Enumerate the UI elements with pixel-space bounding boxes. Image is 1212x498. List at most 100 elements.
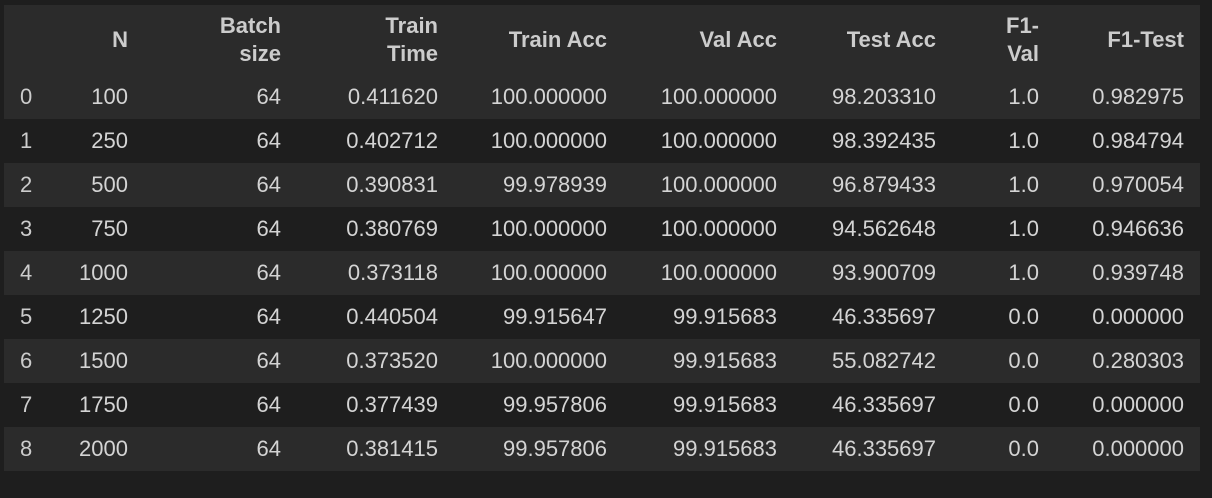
cell-val-acc: 99.915683 [623,339,793,383]
column-header-n: N [60,5,144,75]
cell-f1-val: 1.0 [952,119,1055,163]
cell-n: 500 [60,163,144,207]
cell-f1-val: 1.0 [952,163,1055,207]
row-index: 5 [4,295,60,339]
cell-f1-val: 0.0 [952,295,1055,339]
row-index: 6 [4,339,60,383]
cell-test-acc: 93.900709 [793,251,952,295]
table-row: 1 250 64 0.402712 100.000000 100.000000 … [4,119,1200,163]
cell-train-acc: 99.978939 [454,163,623,207]
cell-train-acc: 99.957806 [454,427,623,471]
cell-val-acc: 100.000000 [623,75,793,119]
cell-train-time: 0.380769 [297,207,454,251]
row-index: 3 [4,207,60,251]
cell-train-time: 0.373520 [297,339,454,383]
row-index: 0 [4,75,60,119]
cell-batch-size: 64 [144,339,297,383]
cell-train-time: 0.381415 [297,427,454,471]
table-row: 8 2000 64 0.381415 99.957806 99.915683 4… [4,427,1200,471]
cell-n: 1000 [60,251,144,295]
cell-batch-size: 64 [144,119,297,163]
column-header-train-time: Train Time [297,5,454,75]
table-row: 0 100 64 0.411620 100.000000 100.000000 … [4,75,1200,119]
cell-f1-val: 1.0 [952,75,1055,119]
cell-f1-test: 0.984794 [1055,119,1200,163]
cell-f1-val: 0.0 [952,427,1055,471]
row-index: 2 [4,163,60,207]
cell-train-acc: 100.000000 [454,75,623,119]
cell-n: 1500 [60,339,144,383]
cell-train-time: 0.402712 [297,119,454,163]
table-row: 3 750 64 0.380769 100.000000 100.000000 … [4,207,1200,251]
cell-n: 2000 [60,427,144,471]
cell-val-acc: 100.000000 [623,207,793,251]
cell-test-acc: 98.392435 [793,119,952,163]
row-index: 1 [4,119,60,163]
cell-test-acc: 96.879433 [793,163,952,207]
cell-val-acc: 99.915683 [623,427,793,471]
cell-test-acc: 94.562648 [793,207,952,251]
cell-f1-test: 0.970054 [1055,163,1200,207]
cell-batch-size: 64 [144,383,297,427]
cell-train-acc: 99.957806 [454,383,623,427]
cell-train-time: 0.411620 [297,75,454,119]
cell-f1-test: 0.000000 [1055,295,1200,339]
dataframe-table: N Batch size Train Time Train Acc Val Acc … [4,5,1200,471]
table-row: 6 1500 64 0.373520 100.000000 99.915683 … [4,339,1200,383]
column-header-f1-test: F1-Test [1055,5,1200,75]
cell-batch-size: 64 [144,427,297,471]
cell-val-acc: 100.000000 [623,119,793,163]
table-body: 0 100 64 0.411620 100.000000 100.000000 … [4,75,1200,471]
cell-train-acc: 99.915647 [454,295,623,339]
cell-batch-size: 64 [144,295,297,339]
cell-val-acc: 99.915683 [623,295,793,339]
cell-train-acc: 100.000000 [454,207,623,251]
cell-val-acc: 100.000000 [623,163,793,207]
cell-f1-test: 0.280303 [1055,339,1200,383]
table-row: 5 1250 64 0.440504 99.915647 99.915683 4… [4,295,1200,339]
cell-val-acc: 100.000000 [623,251,793,295]
cell-f1-test: 0.939748 [1055,251,1200,295]
cell-test-acc: 55.082742 [793,339,952,383]
cell-f1-val: 0.0 [952,383,1055,427]
cell-train-acc: 100.000000 [454,251,623,295]
cell-n: 250 [60,119,144,163]
table-row: 4 1000 64 0.373118 100.000000 100.000000… [4,251,1200,295]
row-index: 7 [4,383,60,427]
row-index: 8 [4,427,60,471]
cell-batch-size: 64 [144,207,297,251]
cell-test-acc: 46.335697 [793,295,952,339]
table-row: 2 500 64 0.390831 99.978939 100.000000 9… [4,163,1200,207]
cell-f1-val: 0.0 [952,339,1055,383]
cell-train-time: 0.440504 [297,295,454,339]
cell-f1-test: 0.982975 [1055,75,1200,119]
cell-test-acc: 46.335697 [793,383,952,427]
cell-n: 1250 [60,295,144,339]
cell-batch-size: 64 [144,163,297,207]
column-header-f1-val: F1- Val [952,5,1055,75]
cell-train-time: 0.373118 [297,251,454,295]
cell-train-time: 0.390831 [297,163,454,207]
cell-val-acc: 99.915683 [623,383,793,427]
row-index: 4 [4,251,60,295]
header-row: N Batch size Train Time Train Acc Val Acc … [4,5,1200,75]
cell-f1-test: 0.946636 [1055,207,1200,251]
cell-n: 1750 [60,383,144,427]
cell-train-acc: 100.000000 [454,339,623,383]
cell-batch-size: 64 [144,251,297,295]
cell-train-acc: 100.000000 [454,119,623,163]
cell-n: 750 [60,207,144,251]
cell-f1-test: 0.000000 [1055,427,1200,471]
column-header-train-acc: Train Acc [454,5,623,75]
cell-n: 100 [60,75,144,119]
cell-f1-val: 1.0 [952,207,1055,251]
column-header-test-acc: Test Acc [793,5,952,75]
column-header-batch-size: Batch size [144,5,297,75]
table-row: 7 1750 64 0.377439 99.957806 99.915683 4… [4,383,1200,427]
cell-f1-val: 1.0 [952,251,1055,295]
index-header [4,5,60,75]
cell-test-acc: 98.203310 [793,75,952,119]
column-header-val-acc: Val Acc [623,5,793,75]
cell-batch-size: 64 [144,75,297,119]
